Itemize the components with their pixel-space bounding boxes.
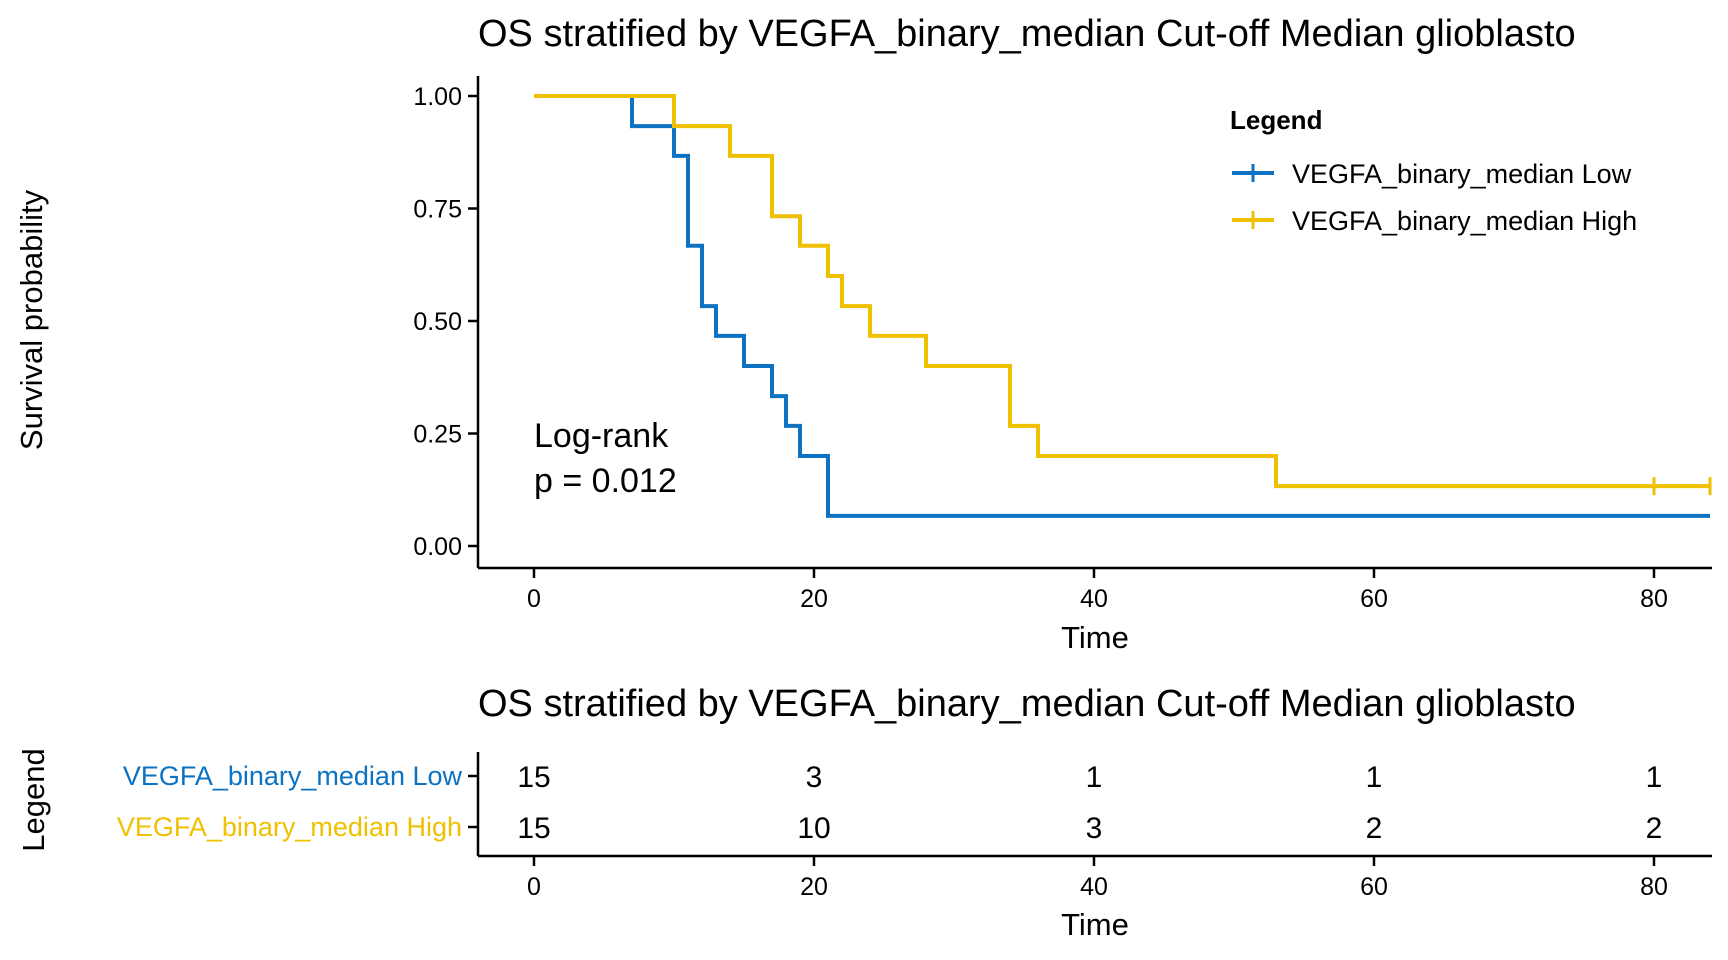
legend-label-high: VEGFA_binary_median High bbox=[1292, 206, 1637, 236]
survival-y-axis-title: Survival probability bbox=[14, 189, 49, 450]
survival-x-tick-label-0: 0 bbox=[527, 585, 541, 613]
survival-y-tick-label-2: 0.50 bbox=[413, 308, 462, 336]
risk-x-tick-label-3: 60 bbox=[1360, 873, 1388, 901]
risk-cell-high-3: 2 bbox=[1366, 812, 1383, 845]
log-rank-p-value: p = 0.012 bbox=[534, 462, 677, 500]
survival-y-tick-label-0: 0.00 bbox=[413, 533, 462, 561]
risk-x-tick-label-2: 40 bbox=[1080, 873, 1108, 901]
risk-table-x-axis-title: Time bbox=[1061, 907, 1129, 942]
risk-row-label-high: VEGFA_binary_median High bbox=[117, 812, 462, 842]
survival-x-tick-label-1: 20 bbox=[800, 585, 828, 613]
survival-plot-title: OS stratified by VEGFA_binary_median Cut… bbox=[478, 13, 1576, 55]
legend-item-low: VEGFA_binary_median Low bbox=[1232, 159, 1632, 189]
risk-table-body: VEGFA_binary_median Low 15 3 1 1 1 VEGFA_binar… bbox=[117, 761, 1663, 845]
risk-cell-low-3: 1 bbox=[1366, 761, 1383, 794]
survival-x-tick-label-2: 40 bbox=[1080, 585, 1108, 613]
log-rank-label: Log-rank bbox=[534, 417, 669, 455]
legend-label-low: VEGFA_binary_median Low bbox=[1292, 159, 1632, 189]
risk-cell-low-0: 15 bbox=[517, 761, 550, 794]
log-rank-annotation: Log-rank p = 0.012 bbox=[534, 417, 677, 500]
risk-table: OS stratified by VEGFA_binary_median Cut… bbox=[16, 683, 1712, 942]
risk-cell-high-4: 2 bbox=[1646, 812, 1663, 845]
survival-y-tick-label-4: 1.00 bbox=[413, 83, 462, 111]
risk-cell-low-4: 1 bbox=[1646, 761, 1663, 794]
risk-cell-high-2: 3 bbox=[1086, 812, 1103, 845]
survival-y-tick-label-1: 0.25 bbox=[413, 421, 462, 449]
legend-item-high: VEGFA_binary_median High bbox=[1232, 206, 1637, 236]
risk-table-title: OS stratified by VEGFA_binary_median Cut… bbox=[478, 683, 1576, 725]
survival-x-tick-label-4: 80 bbox=[1640, 585, 1668, 613]
risk-x-tick-label-0: 0 bbox=[527, 873, 541, 901]
survival-curves bbox=[534, 94, 1712, 518]
risk-x-tick-label-4: 80 bbox=[1640, 873, 1668, 901]
survival-plot: OS stratified by VEGFA_binary_median Cut… bbox=[14, 13, 1712, 655]
survival-curve-high bbox=[534, 94, 1710, 489]
survival-curve-low bbox=[534, 94, 1710, 518]
risk-table-x-axis: 0 20 40 60 80 bbox=[478, 854, 1712, 901]
risk-cell-low-1: 3 bbox=[806, 761, 823, 794]
risk-table-y-axis-title: Legend bbox=[16, 748, 51, 851]
risk-x-tick-label-1: 20 bbox=[800, 873, 828, 901]
risk-row-label-low: VEGFA_binary_median Low bbox=[123, 761, 463, 791]
risk-cell-high-0: 15 bbox=[517, 812, 550, 845]
risk-cell-high-1: 10 bbox=[797, 812, 830, 845]
survival-x-axis: 0 20 40 60 80 bbox=[478, 566, 1712, 613]
legend: Legend VEGFA_binary_median Low VEGFA_bin… bbox=[1230, 105, 1637, 236]
survival-x-tick-label-3: 60 bbox=[1360, 585, 1388, 613]
survival-x-axis-title: Time bbox=[1061, 620, 1129, 655]
survival-y-axis: 0.00 0.25 0.50 0.75 1.00 bbox=[413, 76, 480, 568]
legend-title: Legend bbox=[1230, 105, 1322, 135]
risk-cell-low-2: 1 bbox=[1086, 761, 1103, 794]
survival-y-tick-label-3: 0.75 bbox=[413, 196, 462, 224]
